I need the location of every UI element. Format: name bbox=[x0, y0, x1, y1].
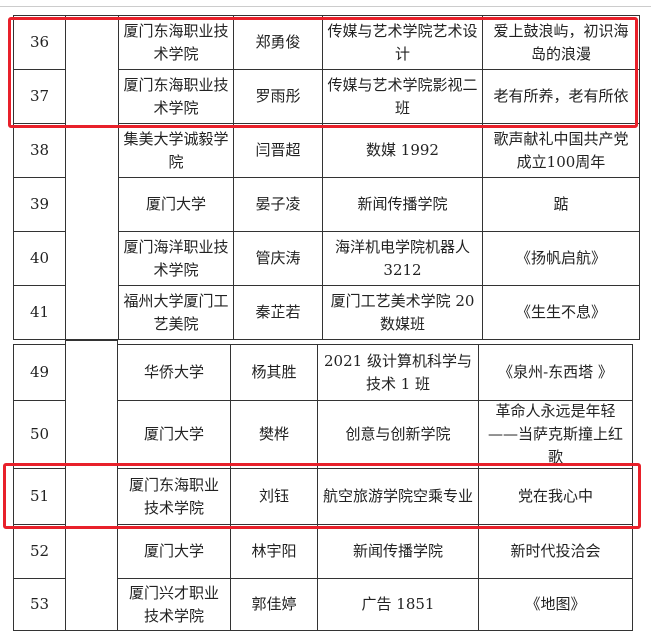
row-number: 41 bbox=[13, 285, 66, 340]
work-cell: 《生生不息》 bbox=[482, 285, 640, 340]
school-cell: 华侨大学 bbox=[117, 344, 231, 401]
work-cell: 革命人永远是年轻——当萨克斯撞上红歌 bbox=[478, 400, 633, 469]
school-cell: 集美大学诚毅学院 bbox=[118, 123, 234, 178]
row-number: 50 bbox=[13, 400, 66, 469]
major-cell: 传媒与艺术学院影视二班 bbox=[322, 69, 483, 124]
row-number: 52 bbox=[13, 524, 66, 579]
name-cell: 林宇阳 bbox=[230, 524, 318, 579]
major-cell: 创意与创新学院 bbox=[317, 400, 479, 469]
school-cell: 厦门大学 bbox=[118, 177, 234, 232]
row-number: 38 bbox=[13, 123, 66, 178]
name-cell: 杨其胜 bbox=[230, 344, 318, 401]
row-number: 51 bbox=[13, 468, 66, 525]
major-cell: 数媒 1992 bbox=[322, 123, 483, 178]
work-cell: 歌声献礼中国共产党成立100周年 bbox=[482, 123, 640, 178]
row-number: 36 bbox=[13, 15, 66, 70]
row-number: 37 bbox=[13, 69, 66, 124]
name-cell: 晏子凌 bbox=[233, 177, 323, 232]
group-column bbox=[65, 15, 119, 340]
previous-page-edge bbox=[0, 0, 651, 7]
major-cell: 航空旅游学院空乘专业 bbox=[317, 468, 479, 525]
work-cell: 新时代投洽会 bbox=[478, 524, 633, 579]
group-column bbox=[65, 340, 118, 631]
major-cell: 广告 1851 bbox=[317, 578, 479, 631]
name-cell: 樊桦 bbox=[230, 400, 318, 469]
major-cell: 传媒与艺术学院艺术设计 bbox=[322, 15, 483, 70]
school-cell: 厦门东海职业技术学院 bbox=[117, 468, 231, 525]
work-cell: 老有所养，老有所依 bbox=[482, 69, 640, 124]
row-number: 49 bbox=[13, 344, 66, 401]
school-cell: 福州大学厦门工艺美院 bbox=[118, 285, 234, 340]
row-number: 39 bbox=[13, 177, 66, 232]
major-cell: 海洋机电学院机器人 3212 bbox=[322, 231, 483, 286]
name-cell: 刘钰 bbox=[230, 468, 318, 525]
major-cell: 厦门工艺美术学院 20 数媒班 bbox=[322, 285, 483, 340]
school-cell: 厦门大学 bbox=[117, 524, 231, 579]
school-cell: 厦门东海职业技术学院 bbox=[118, 15, 234, 70]
name-cell: 管庆涛 bbox=[233, 231, 323, 286]
major-cell: 新闻传播学院 bbox=[322, 177, 483, 232]
work-cell: 《泉州-东西塔 》 bbox=[478, 344, 633, 401]
name-cell: 秦芷若 bbox=[233, 285, 323, 340]
name-cell: 郑勇俊 bbox=[233, 15, 323, 70]
row-number: 40 bbox=[13, 231, 66, 286]
school-cell: 厦门兴才职业技术学院 bbox=[117, 578, 231, 631]
row-number: 53 bbox=[13, 578, 66, 631]
name-cell: 郭佳婷 bbox=[230, 578, 318, 631]
major-cell: 新闻传播学院 bbox=[317, 524, 479, 579]
school-cell: 厦门海洋职业技术学院 bbox=[118, 231, 234, 286]
school-cell: 厦门东海职业技术学院 bbox=[118, 69, 234, 124]
work-cell: 爱上鼓浪屿，初识海岛的浪漫 bbox=[482, 15, 640, 70]
name-cell: 罗雨彤 bbox=[233, 69, 323, 124]
work-cell: 踮 bbox=[482, 177, 640, 232]
work-cell: 《地图》 bbox=[478, 578, 633, 631]
work-cell: 党在我心中 bbox=[478, 468, 633, 525]
name-cell: 闫晋超 bbox=[233, 123, 323, 178]
major-cell: 2021 级计算机科学与技术 1 班 bbox=[317, 344, 479, 401]
school-cell: 厦门大学 bbox=[117, 400, 231, 469]
work-cell: 《扬帆启航》 bbox=[482, 231, 640, 286]
